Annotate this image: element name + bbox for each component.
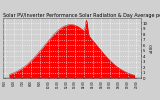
Text: Solar PV/Inverter Performance Solar Radiation & Day Average per Minute: Solar PV/Inverter Performance Solar Radi… [3, 13, 160, 18]
Y-axis label: x100: x100 [150, 43, 154, 53]
